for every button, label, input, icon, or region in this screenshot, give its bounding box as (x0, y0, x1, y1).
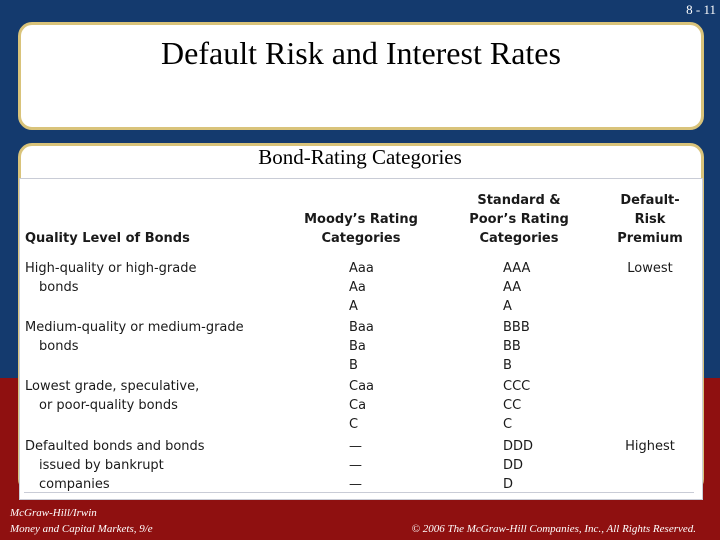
quality-label: Defaulted bonds and bonds (25, 439, 205, 454)
sp-rating: AA (503, 280, 522, 295)
header-premium-line-2: Risk (634, 212, 666, 227)
quality-label: Medium-quality or medium-grade (25, 320, 244, 335)
header-sp-line-1: Standard & (477, 193, 561, 208)
slide-title: Default Risk and Interest Rates (161, 35, 561, 71)
footer-copyright: © 2006 The McGraw-Hill Companies, Inc., … (411, 523, 696, 535)
moodys-rating: C (349, 417, 359, 432)
moodys-rating: Caa (349, 379, 375, 394)
moodys-rating: — (349, 439, 362, 454)
moodys-rating: B (349, 358, 358, 373)
moodys-rating: Aa (349, 280, 366, 295)
moodys-rating: Baa (349, 320, 374, 335)
footer-book: Money and Capital Markets, 9/e (10, 523, 153, 535)
header-sp-line-2: Poor’s Rating (469, 212, 569, 227)
sp-rating: B (503, 358, 512, 373)
sp-rating: C (503, 417, 513, 432)
moodys-rating: A (349, 299, 358, 314)
sp-rating: AAA (503, 261, 531, 276)
quality-label: bonds (39, 339, 79, 354)
sp-rating: D (503, 477, 514, 492)
quality-label: High-quality or high-grade (25, 261, 197, 276)
title-panel: Default Risk and Interest Rates (18, 22, 704, 130)
table-bottom-rule (24, 492, 694, 493)
sp-rating: DD (503, 458, 524, 473)
slide-number: 8 - 11 (686, 2, 716, 17)
sp-rating: CC (503, 398, 522, 413)
quality-label: bonds (39, 280, 79, 295)
risk-premium: Lowest (627, 261, 673, 276)
sp-rating: BB (503, 339, 521, 354)
header-premium-line-3: Premium (617, 231, 683, 246)
header-sp-line-3: Categories (479, 231, 559, 246)
moodys-rating: Ba (349, 339, 366, 354)
quality-label: issued by bankrupt (39, 458, 164, 473)
header-moodys-line-2: Categories (321, 231, 401, 246)
slide-subtitle: Bond-Rating Categories (258, 145, 462, 169)
moodys-rating: Ca (349, 398, 367, 413)
sp-rating: BBB (503, 320, 530, 335)
sp-rating: CCC (503, 379, 531, 394)
risk-premium: Highest (625, 439, 675, 454)
sp-rating: A (503, 299, 512, 314)
bond-rating-table (19, 178, 703, 500)
moodys-rating: Aaa (349, 261, 374, 276)
sp-rating: DDD (503, 439, 534, 454)
quality-label: or poor-quality bonds (39, 398, 178, 413)
moodys-rating: — (349, 477, 362, 492)
header-premium-line-1: Default- (620, 193, 680, 208)
header-moodys-line-1: Moody’s Rating (304, 212, 418, 227)
footer-publisher: McGraw-Hill/Irwin (10, 507, 97, 519)
header-quality: Quality Level of Bonds (25, 231, 190, 246)
quality-label: companies (39, 477, 110, 492)
quality-label: Lowest grade, speculative, (25, 379, 200, 394)
moodys-rating: — (349, 458, 362, 473)
